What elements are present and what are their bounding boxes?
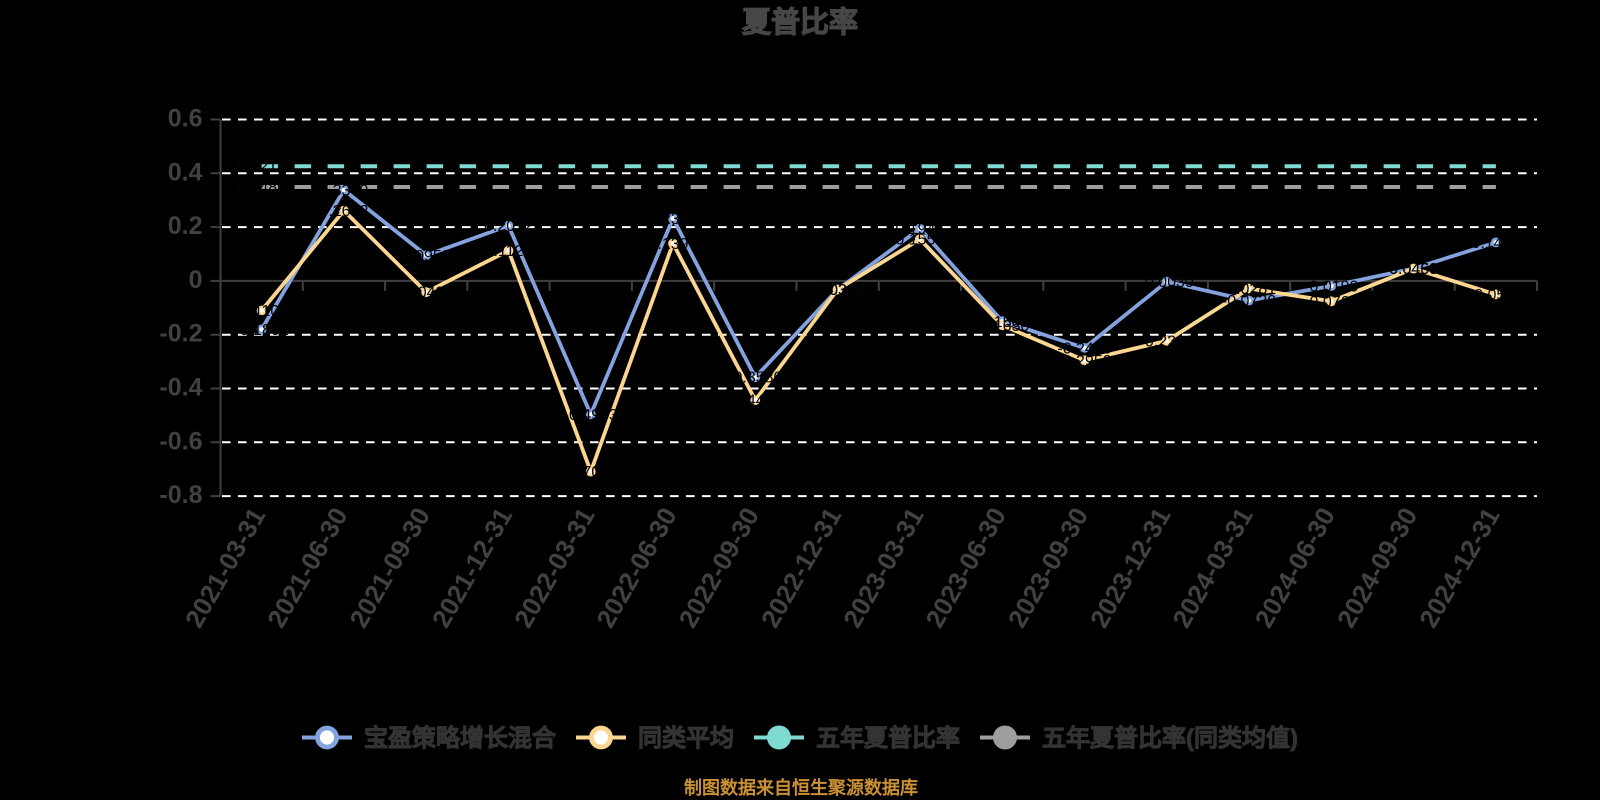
svg-text:-0.0281: -0.0281 xyxy=(1222,281,1276,298)
svg-text:-0.1100: -0.1100 xyxy=(235,303,288,320)
svg-text:0.0458: 0.0458 xyxy=(1389,261,1438,278)
svg-text:-0.0420: -0.0420 xyxy=(399,285,453,302)
svg-text:-0.0318: -0.0318 xyxy=(810,282,864,299)
svg-text:制图数据来自恒生聚源数据库: 制图数据来自恒生聚源数据库 xyxy=(684,777,918,798)
svg-text:0.6: 0.6 xyxy=(168,105,203,133)
svg-text:0.2: 0.2 xyxy=(168,212,203,240)
svg-text:-0.2950: -0.2950 xyxy=(1057,353,1111,370)
svg-text:0.2052: 0.2052 xyxy=(484,218,533,235)
svg-text:-0.6: -0.6 xyxy=(159,427,202,455)
svg-text:-0.0760: -0.0760 xyxy=(1304,294,1358,311)
svg-text:0.0950: 0.0950 xyxy=(402,248,451,265)
svg-text:-0.8: -0.8 xyxy=(159,481,202,509)
svg-text:0.2325: 0.2325 xyxy=(649,211,698,228)
svg-text:0.2612: 0.2612 xyxy=(319,203,368,220)
svg-text:-0.0502: -0.0502 xyxy=(1469,287,1523,304)
svg-text:五年夏普比率(同类均值): 五年夏普比率(同类均值) xyxy=(1042,724,1298,752)
svg-text:0.1430: 0.1430 xyxy=(1471,235,1520,252)
svg-text:-0.1802: -0.1802 xyxy=(234,322,288,339)
svg-text:0.3379: 0.3379 xyxy=(319,183,368,200)
svg-text:0.0460: 0.0460 xyxy=(1389,261,1438,278)
svg-text:0.1390: 0.1390 xyxy=(649,236,698,253)
svg-text:-0.0730: -0.0730 xyxy=(1222,293,1276,310)
svg-text:0.1550: 0.1550 xyxy=(895,232,944,249)
svg-text:0.1944: 0.1944 xyxy=(895,221,944,238)
svg-text:0.4218: 0.4218 xyxy=(237,159,286,176)
svg-text:0.3488: 0.3488 xyxy=(237,180,286,197)
svg-text:0: 0 xyxy=(189,266,203,294)
svg-text:-0.2490: -0.2490 xyxy=(1057,340,1111,357)
svg-text:-0.3580: -0.3580 xyxy=(728,370,782,387)
svg-text:-0.4: -0.4 xyxy=(159,374,202,402)
svg-text:-0.2230: -0.2230 xyxy=(1140,333,1194,350)
svg-text:五年夏普比率: 五年夏普比率 xyxy=(816,724,960,752)
svg-text:0.4: 0.4 xyxy=(168,158,203,186)
svg-text:-0.1650: -0.1650 xyxy=(975,318,1029,335)
svg-text:夏普比率: 夏普比率 xyxy=(742,5,858,39)
svg-text:-0.0320: -0.0320 xyxy=(810,282,864,299)
svg-text:同类平均: 同类平均 xyxy=(638,724,734,752)
svg-text:0.1128: 0.1128 xyxy=(485,243,533,260)
svg-text:-0.4963: -0.4963 xyxy=(564,407,618,424)
svg-text:宝盈策略增长混合: 宝盈策略增长混合 xyxy=(364,724,557,752)
svg-text:-0.7090: -0.7090 xyxy=(564,464,618,481)
svg-text:-0.2: -0.2 xyxy=(159,320,202,348)
svg-text:-0.0190: -0.0190 xyxy=(1304,279,1358,296)
svg-text:-0.4430: -0.4430 xyxy=(728,393,782,410)
svg-text:-0.1500: -0.1500 xyxy=(975,314,1029,331)
svg-text:-0.0030: -0.0030 xyxy=(1140,274,1194,291)
